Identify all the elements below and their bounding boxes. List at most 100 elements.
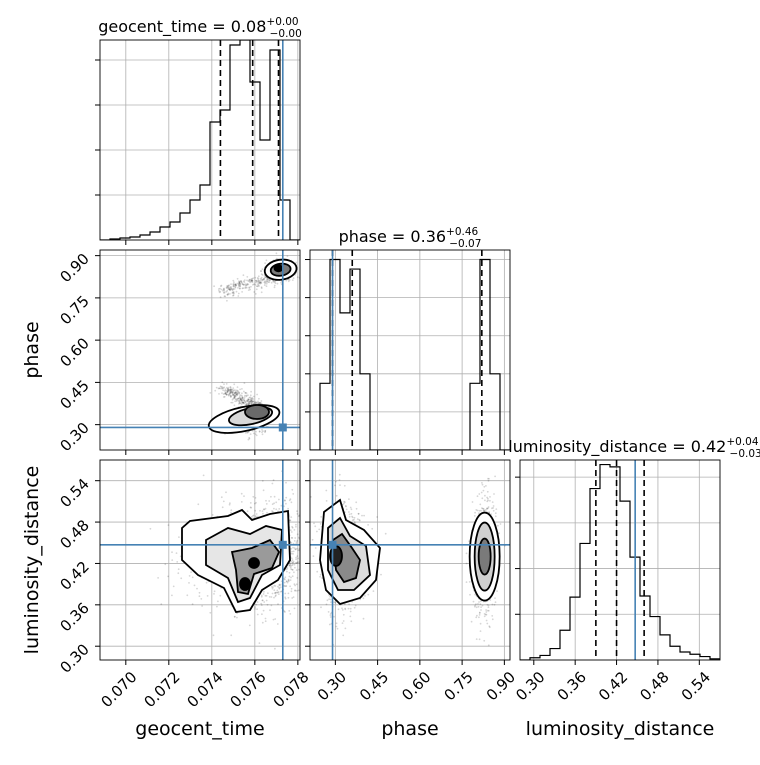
title-minus: −0.07 [449,238,481,250]
title-plus: +0.46 [446,226,478,238]
sample-point [272,510,274,513]
sample-point [229,396,232,398]
scatter-panel-luminosity_distance-vs-phase: 0.30 0.45 0.60 0.75 0.90 [305,459,519,704]
sample-point [233,391,236,394]
sample-point [261,433,264,436]
sample-point [236,399,239,402]
sample-point [263,508,266,511]
sample-point [238,282,240,285]
sample-point [274,280,277,283]
sample-point [260,280,263,282]
x-tick-label: 0.90 [483,668,519,704]
sample-point [345,508,348,511]
sample-point [292,550,295,553]
sample-point [222,389,225,392]
sample-point [290,542,293,544]
sample-point [235,398,238,401]
sample-point [239,398,242,401]
sample-point [247,431,249,434]
sample-point [246,399,248,402]
sample-point [297,549,300,552]
sample-point [301,524,303,526]
sample-point [191,576,194,579]
sample-point [350,620,353,623]
sample-point [264,430,267,433]
sample-point [306,546,308,548]
sample-point [243,281,246,283]
sample-point [478,509,481,512]
sample-point [176,561,179,563]
sample-point [219,594,222,597]
sample-point [306,519,308,521]
sample-point [232,389,235,392]
sample-point [233,285,235,288]
sample-point [468,581,471,583]
sample-point [298,568,300,571]
sample-point [355,501,358,504]
sample-point [180,577,183,580]
sample-point [490,513,492,515]
sample-point [213,593,215,595]
sample-point [256,608,258,611]
sample-point [335,622,338,625]
sample-point [231,390,233,393]
sample-point [235,393,238,395]
sample-point [487,499,489,502]
sample-point [488,626,491,629]
sample-point [288,519,291,522]
y-tick-label: 0.30 [56,419,92,455]
sample-point [233,284,236,287]
sample-point [261,278,264,281]
y-tick-label: 0.90 [56,250,92,286]
sample-point [262,278,265,280]
sample-point [241,392,243,395]
sample-point [256,285,258,287]
sample-point [244,401,247,403]
sample-point [480,509,482,512]
sample-point [302,570,304,572]
sample-point [297,589,300,592]
sample-point [304,550,306,552]
sample-point [167,575,170,578]
sample-point [229,392,232,394]
sample-point [343,502,345,505]
sample-point [233,616,236,618]
sample-point [483,613,486,615]
sample-point [232,390,235,393]
sample-point [221,387,224,390]
sample-point [231,391,234,394]
panel-border [519,459,721,661]
sample-point [325,500,328,502]
sample-point [236,392,238,395]
sample-point [306,270,308,272]
sample-point [487,480,490,482]
sample-point [234,283,237,286]
sample-point [254,509,257,512]
sample-point [285,496,288,499]
sample-point [254,283,257,286]
sample-point [274,585,277,587]
sample-point [231,401,234,404]
panel-content [520,460,720,660]
sample-point [230,511,232,514]
sample-point [293,563,296,566]
sample-point [252,400,254,403]
sample-point [335,625,338,628]
sample-point [237,283,240,286]
sample-point [274,647,276,650]
sample-point [274,282,277,285]
sample-point [244,431,247,434]
sample-point [206,595,209,597]
sample-point [277,591,279,594]
sample-point [237,399,240,402]
sample-point [471,501,474,503]
sample-point [296,589,298,592]
sample-point [249,433,252,435]
histogram-panel-geocent_time [95,39,301,245]
sample-point [465,552,468,555]
sample-point [328,623,331,626]
sample-point [376,516,378,518]
sample-point [220,285,222,288]
sample-point [228,503,231,506]
x-axis-label-phase: phase [381,718,438,740]
